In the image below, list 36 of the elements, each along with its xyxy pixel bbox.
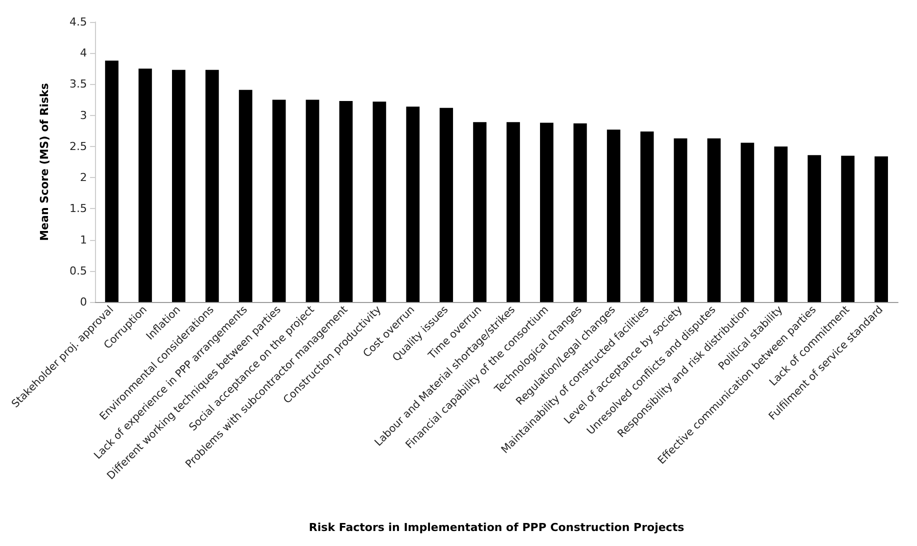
- bar: [306, 100, 320, 302]
- x-axis-title: Risk Factors in Implementation of PPP Construction Projects: [308, 521, 685, 534]
- bar: [339, 101, 353, 302]
- bar: [272, 100, 286, 302]
- y-tick-label: 4.5: [70, 16, 88, 28]
- bar: [205, 70, 219, 302]
- y-tick-label: 0: [80, 296, 88, 308]
- bar: [808, 155, 822, 302]
- y-tick-label: 0.5: [70, 264, 88, 278]
- bar: [473, 122, 486, 302]
- y-tick-label: 2.5: [70, 140, 88, 153]
- y-tick-label: 2: [80, 171, 88, 184]
- y-tick-label: 3.5: [70, 78, 88, 91]
- bar: [506, 122, 520, 302]
- bar: [674, 138, 688, 302]
- bar: [406, 106, 420, 302]
- bar: [740, 142, 754, 302]
- bar: [640, 132, 654, 302]
- bar: [172, 70, 186, 302]
- bar: [105, 60, 118, 302]
- bar: [707, 138, 721, 302]
- y-axis-title: Mean Score (MS) of Risks: [38, 82, 52, 241]
- y-tick-label: 1: [80, 233, 88, 246]
- bar: [138, 68, 152, 302]
- bar: [606, 130, 620, 302]
- bar: [874, 156, 888, 302]
- bar: [841, 156, 855, 302]
- bar: [774, 146, 788, 302]
- y-tick-label: 1.5: [70, 202, 88, 216]
- y-tick-label: 4: [80, 46, 88, 60]
- bar: [540, 122, 554, 302]
- bar: [372, 102, 386, 302]
- y-tick-label: 3: [80, 108, 88, 122]
- bar: [573, 123, 587, 302]
- bar: [238, 90, 252, 302]
- bar: [440, 108, 454, 302]
